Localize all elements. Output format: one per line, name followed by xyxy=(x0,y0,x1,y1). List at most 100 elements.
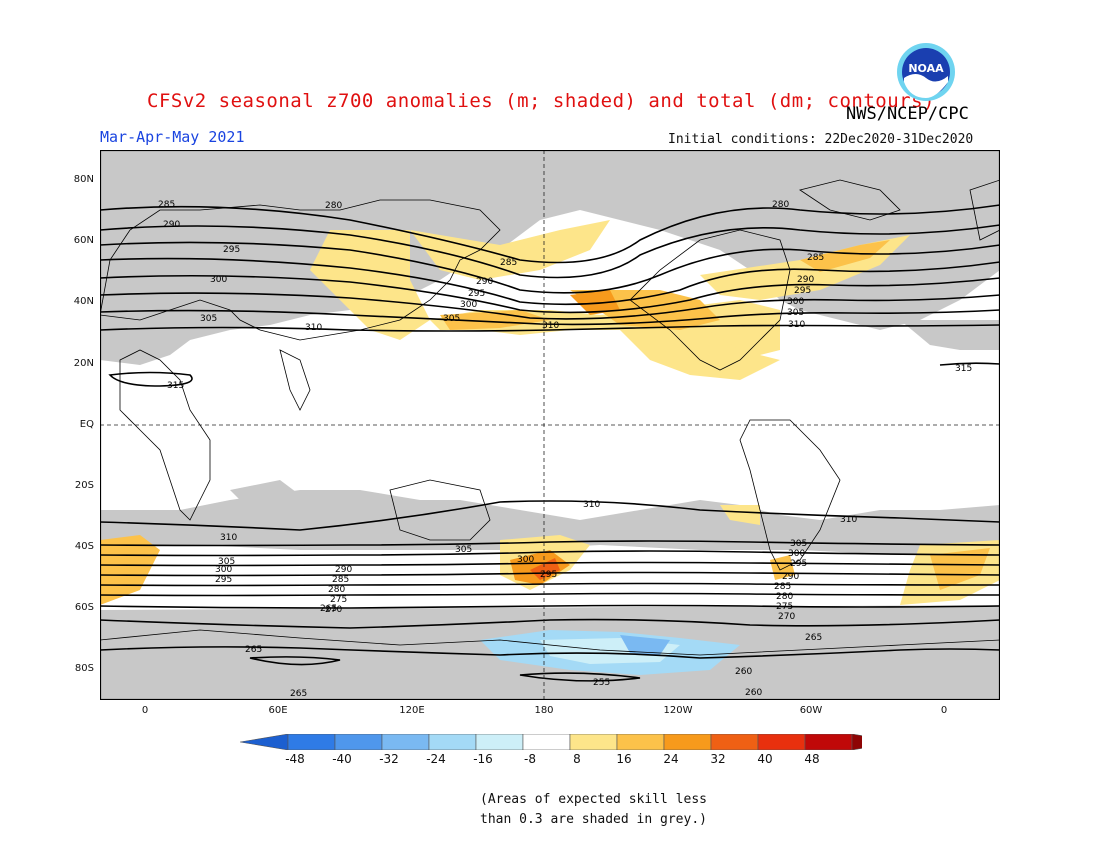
total-contours xyxy=(100,204,1000,682)
lon-label: 0 xyxy=(141,705,149,716)
colorbar-tick-label: -24 xyxy=(426,752,446,766)
colorbar-tick-label: 16 xyxy=(616,752,632,766)
contour-label: 300 xyxy=(787,297,804,307)
contour-label: 310 xyxy=(840,515,857,525)
contour-label: 290 xyxy=(163,220,180,230)
positive-anomaly-shading xyxy=(100,220,1000,605)
colorbar-tick-label: -16 xyxy=(473,752,493,766)
colorbar xyxy=(240,734,862,750)
contour-label: 255 xyxy=(593,678,610,688)
contour-label: 275 xyxy=(330,595,347,605)
graticule xyxy=(100,150,1000,700)
noaa-logo: NOAA xyxy=(897,43,955,101)
colorbar-swatch xyxy=(616,734,665,750)
negative-anomaly-shading xyxy=(480,630,740,675)
contour-label: 310 xyxy=(220,533,237,543)
contour-label: 280 xyxy=(776,592,793,602)
colorbar-swatch xyxy=(522,734,571,750)
contour-label: 270 xyxy=(325,605,342,615)
contour-label: 305 xyxy=(790,539,807,549)
contour-label: 315 xyxy=(167,381,184,391)
colorbar-tick-label: -32 xyxy=(379,752,399,766)
contour-label: 300 xyxy=(788,549,805,559)
colorbar-swatch xyxy=(851,734,862,750)
contour-label: 305 xyxy=(787,308,804,318)
contour-label: 300 xyxy=(517,555,534,565)
colorbar-tick-label: -48 xyxy=(285,752,305,766)
colorbar-tick-label: -40 xyxy=(332,752,352,766)
contour-label: 285 xyxy=(332,575,349,585)
contour-label: 265 xyxy=(805,633,822,643)
colorbar-tick-label: 24 xyxy=(663,752,679,766)
lon-label: 0 xyxy=(940,705,948,716)
lat-label: 60S xyxy=(74,602,94,613)
agency-label: NWS/NCEP/CPC xyxy=(846,104,969,124)
contour-label: 285 xyxy=(774,582,791,592)
contour-label: 305 xyxy=(200,314,217,324)
lat-label: 60N xyxy=(73,235,94,246)
svg-text:NOAA: NOAA xyxy=(908,62,944,75)
colorbar-tick-label: 8 xyxy=(573,752,581,766)
contour-label: 285 xyxy=(500,258,517,268)
contour-label: 295 xyxy=(223,245,240,255)
contour-label: 315 xyxy=(955,364,972,374)
lat-label: 40N xyxy=(73,296,94,307)
contour-label: 275 xyxy=(776,602,793,612)
contour-label: 265 xyxy=(290,689,307,699)
colorbar-swatch xyxy=(287,734,336,750)
lon-label: 120W xyxy=(663,705,693,716)
lat-label: EQ xyxy=(79,419,94,430)
lon-label: 120E xyxy=(399,705,425,716)
colorbar-swatch xyxy=(240,734,289,750)
contour-label: 300 xyxy=(215,565,232,575)
contour-label: 305 xyxy=(455,545,472,555)
colorbar-swatch xyxy=(569,734,618,750)
lat-label: 80S xyxy=(74,663,94,674)
contour-label: 260 xyxy=(735,667,752,677)
colorbar-swatch xyxy=(710,734,759,750)
contour-label: 295 xyxy=(540,570,557,580)
contour-label: 285 xyxy=(158,200,175,210)
contour-label: 260 xyxy=(745,688,762,698)
contour-label: 290 xyxy=(335,565,352,575)
colorbar-swatch xyxy=(757,734,806,750)
colorbar-tick-label: -8 xyxy=(524,752,536,766)
map-title: CFSv2 seasonal z700 anomalies (m; shaded… xyxy=(147,90,935,112)
skill-note-line1: (Areas of expected skill less xyxy=(480,792,707,807)
contour-label: 310 xyxy=(583,500,600,510)
contour-label: 285 xyxy=(807,253,824,263)
lat-label: 80N xyxy=(73,174,94,185)
contour-label: 270 xyxy=(778,612,795,622)
contour-label: 290 xyxy=(782,572,799,582)
colorbar-swatch xyxy=(475,734,524,750)
contour-label: 300 xyxy=(210,275,227,285)
contour-label: 310 xyxy=(542,321,559,331)
map-frame xyxy=(100,150,1000,700)
lat-label: 20S xyxy=(74,480,94,491)
colorbar-swatch xyxy=(381,734,430,750)
skill-note-line2: than 0.3 are shaded in grey.) xyxy=(480,812,707,827)
contour-label: 300 xyxy=(460,300,477,310)
colorbar-swatch xyxy=(334,734,383,750)
lat-label: 40S xyxy=(74,541,94,552)
contour-label: 305 xyxy=(218,557,235,567)
contour-labels: 285 280 290 295 300 305 310 315 285 290 … xyxy=(158,200,972,699)
contour-label: 280 xyxy=(772,200,789,210)
contour-label: 290 xyxy=(476,277,493,287)
contour-label: 295 xyxy=(794,286,811,296)
contour-label: 280 xyxy=(328,585,345,595)
contour-label: 290 xyxy=(797,275,814,285)
colorbar-tick-label: 48 xyxy=(804,752,820,766)
lon-label: 60W xyxy=(799,705,823,716)
contour-label: 295 xyxy=(790,559,807,569)
contour-label: 305 xyxy=(443,314,460,324)
colorbar-tick-label: 40 xyxy=(757,752,773,766)
initial-conditions-label: Initial conditions: 22Dec2020-31Dec2020 xyxy=(668,132,974,147)
lat-label: 20N xyxy=(73,358,94,369)
season-label: Mar-Apr-May 2021 xyxy=(100,128,245,146)
contour-label: 280 xyxy=(325,201,342,211)
colorbar-swatch xyxy=(804,734,853,750)
contour-label: 265 xyxy=(245,645,262,655)
contour-label: 295 xyxy=(468,289,485,299)
lon-label: 60E xyxy=(268,705,288,716)
